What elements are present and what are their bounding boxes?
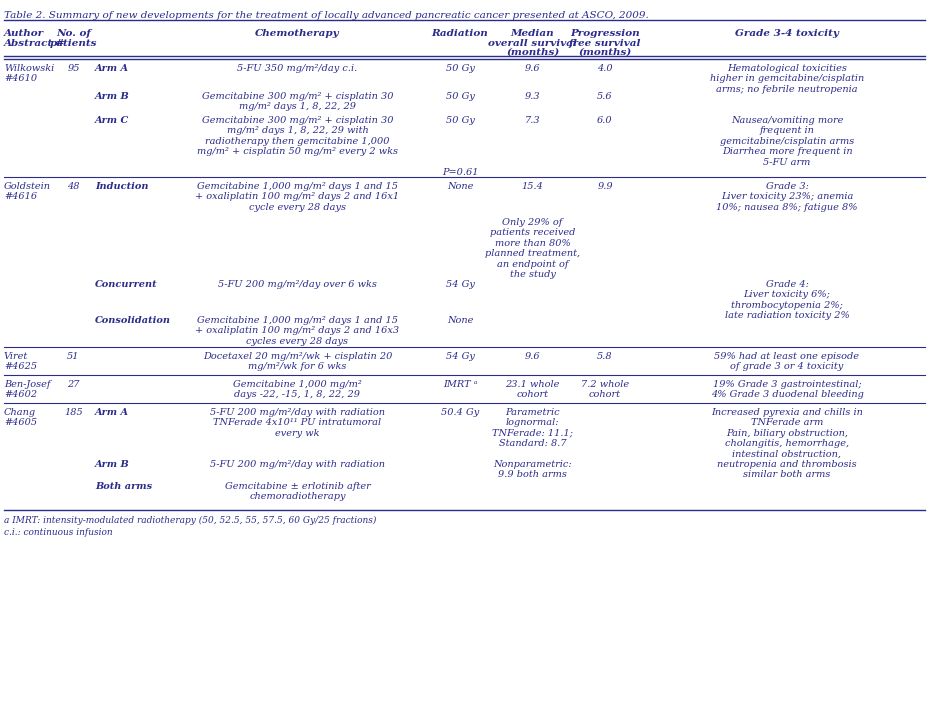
Text: Abstract #: Abstract # xyxy=(4,39,66,48)
Text: 5-FU 200 mg/m²/day over 6 wks: 5-FU 200 mg/m²/day over 6 wks xyxy=(218,280,377,289)
Text: 27: 27 xyxy=(67,380,80,389)
Text: P=0.61: P=0.61 xyxy=(442,168,478,177)
Text: Arm B: Arm B xyxy=(95,92,130,101)
Text: Docetaxel 20 mg/m²/wk + cisplatin 20
mg/m²/wk for 6 wks: Docetaxel 20 mg/m²/wk + cisplatin 20 mg/… xyxy=(202,352,392,372)
Text: Viret
#4625: Viret #4625 xyxy=(4,352,37,372)
Text: Author: Author xyxy=(4,29,44,38)
Text: 4.0: 4.0 xyxy=(597,64,612,73)
Text: Arm A: Arm A xyxy=(95,64,129,73)
Text: patients: patients xyxy=(50,39,97,48)
Text: Both arms: Both arms xyxy=(95,482,152,491)
Text: 9.3: 9.3 xyxy=(524,92,540,101)
Text: 9.6: 9.6 xyxy=(524,64,540,73)
Text: 23.1 whole
cohort: 23.1 whole cohort xyxy=(505,380,559,399)
Text: Grade 3-4 toxicity: Grade 3-4 toxicity xyxy=(734,29,838,38)
Text: 7.3: 7.3 xyxy=(524,116,540,125)
Text: 185: 185 xyxy=(64,408,83,417)
Text: Gemcitabine 300 mg/m² + cisplatin 30
mg/m² days 1, 8, 22, 29: Gemcitabine 300 mg/m² + cisplatin 30 mg/… xyxy=(201,92,393,111)
Text: 51: 51 xyxy=(67,352,80,361)
Text: 50.4 Gy: 50.4 Gy xyxy=(441,408,479,417)
Text: 59% had at least one episode
of grade 3 or 4 toxicity: 59% had at least one episode of grade 3 … xyxy=(714,352,858,372)
Text: Arm A: Arm A xyxy=(95,408,129,417)
Text: Induction: Induction xyxy=(95,182,148,191)
Text: Grade 4:
Liver toxicity 6%;
thrombocytopenia 2%;
late radiation toxicity 2%: Grade 4: Liver toxicity 6%; thrombocytop… xyxy=(724,280,848,320)
Text: overall survival: overall survival xyxy=(487,39,576,48)
Text: 48: 48 xyxy=(67,182,80,191)
Text: Nonparametric:
9.9 both arms: Nonparametric: 9.9 both arms xyxy=(493,460,572,479)
Text: Concurrent: Concurrent xyxy=(95,280,158,289)
Text: Chemotherapy: Chemotherapy xyxy=(255,29,340,38)
Text: Gemcitabine 1,000 mg/m² days 1 and 15
+ oxaliplatin 100 mg/m² days 2 and 16x3
cy: Gemcitabine 1,000 mg/m² days 1 and 15 + … xyxy=(195,316,399,346)
Text: 50 Gy: 50 Gy xyxy=(445,116,474,125)
Text: Gemcitabine 1,000 mg/m²
days -22, -15, 1, 8, 22, 29: Gemcitabine 1,000 mg/m² days -22, -15, 1… xyxy=(233,380,362,399)
Text: 5-FU 200 mg/m²/day with radiation: 5-FU 200 mg/m²/day with radiation xyxy=(210,460,384,469)
Text: IMRT ᵃ: IMRT ᵃ xyxy=(443,380,477,389)
Text: 9.9: 9.9 xyxy=(597,182,612,191)
Text: a IMRT: intensity-modulated radiotherapy (50, 52.5, 55, 57.5, 60 Gy/25 fractions: a IMRT: intensity-modulated radiotherapy… xyxy=(4,516,376,525)
Text: Radiation: Radiation xyxy=(432,29,488,38)
Text: 95: 95 xyxy=(67,64,80,73)
Text: 54 Gy: 54 Gy xyxy=(445,352,474,361)
Text: Chang
#4605: Chang #4605 xyxy=(4,408,37,427)
Text: 5.6: 5.6 xyxy=(597,92,612,101)
Text: free survival: free survival xyxy=(568,39,640,48)
Text: Gemcitabine 300 mg/m² + cisplatin 30
mg/m² days 1, 8, 22, 29 with
radiotherapy t: Gemcitabine 300 mg/m² + cisplatin 30 mg/… xyxy=(197,116,397,156)
Text: (months): (months) xyxy=(506,48,559,57)
Text: 54 Gy: 54 Gy xyxy=(445,280,474,289)
Text: No. of: No. of xyxy=(56,29,91,38)
Text: Grade 3:
Liver toxicity 23%; anemia
10%; nausea 8%; fatigue 8%: Grade 3: Liver toxicity 23%; anemia 10%;… xyxy=(715,182,857,212)
Text: 50 Gy: 50 Gy xyxy=(445,64,474,73)
Text: Goldstein
#4616: Goldstein #4616 xyxy=(4,182,51,201)
Text: 19% Grade 3 gastrointestinal;
4% Grade 3 duodenal bleeding: 19% Grade 3 gastrointestinal; 4% Grade 3… xyxy=(710,380,862,399)
Text: 50 Gy: 50 Gy xyxy=(445,92,474,101)
Text: 5-FU 200 mg/m²/day with radiation
TNFerade 4x10¹¹ PU intratumoral
every wk: 5-FU 200 mg/m²/day with radiation TNFera… xyxy=(210,408,384,438)
Text: c.i.: continuous infusion: c.i.: continuous infusion xyxy=(4,528,112,537)
Text: Only 29% of
patients received
more than 80%
planned treatment,
an endpoint of
th: Only 29% of patients received more than … xyxy=(484,218,579,279)
Text: Gemcitabine ± erlotinib after
chemoradiotherapy: Gemcitabine ± erlotinib after chemoradio… xyxy=(225,482,370,501)
Text: Arm B: Arm B xyxy=(95,460,130,469)
Text: Progression: Progression xyxy=(570,29,639,38)
Text: 6.0: 6.0 xyxy=(597,116,612,125)
Text: Increased pyrexia and chills in
TNFerade arm
Pain, biliary obstruction,
cholangi: Increased pyrexia and chills in TNFerade… xyxy=(710,408,862,479)
Text: (months): (months) xyxy=(578,48,631,57)
Text: Gemcitabine 1,000 mg/m² days 1 and 15
+ oxaliplatin 100 mg/m² days 2 and 16x1
cy: Gemcitabine 1,000 mg/m² days 1 and 15 + … xyxy=(195,182,399,212)
Text: 5.8: 5.8 xyxy=(597,352,612,361)
Text: Wilkowski
#4610: Wilkowski #4610 xyxy=(4,64,54,83)
Text: Arm C: Arm C xyxy=(95,116,129,125)
Text: 15.4: 15.4 xyxy=(521,182,543,191)
Text: Ben-Josef
#4602: Ben-Josef #4602 xyxy=(4,380,50,399)
Text: Median: Median xyxy=(510,29,554,38)
Text: Nausea/vomiting more
frequent in
gemcitabine/cisplatin arms
Diarrhea more freque: Nausea/vomiting more frequent in gemcita… xyxy=(719,116,853,167)
Text: 5-FU 350 mg/m²/day c.i.: 5-FU 350 mg/m²/day c.i. xyxy=(238,64,357,73)
Text: Parametric
lognormal:
TNFerade: 11.1;
Standard: 8.7: Parametric lognormal: TNFerade: 11.1; St… xyxy=(492,408,573,448)
Text: None: None xyxy=(446,182,472,191)
Text: Table 2. Summary of new developments for the treatment of locally advanced pancr: Table 2. Summary of new developments for… xyxy=(4,11,648,20)
Text: None: None xyxy=(446,316,472,325)
Text: 9.6: 9.6 xyxy=(524,352,540,361)
Text: 7.2 whole
cohort: 7.2 whole cohort xyxy=(580,380,628,399)
Text: Hematological toxicities
higher in gemcitabine/cisplatin
arms; no febrile neutro: Hematological toxicities higher in gemci… xyxy=(709,64,863,94)
Text: Consolidation: Consolidation xyxy=(95,316,171,325)
